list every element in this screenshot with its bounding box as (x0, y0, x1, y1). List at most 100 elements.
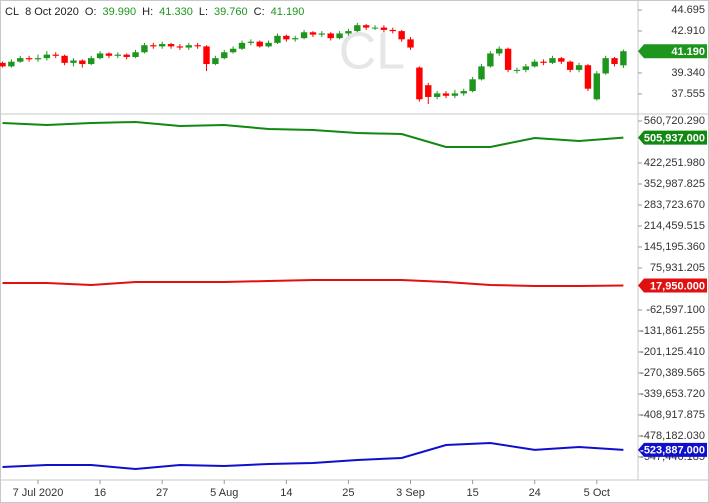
y-tick-label: 37.555 (671, 88, 705, 100)
y-tick-label: -408,917.875 (640, 409, 705, 421)
field-label: O: (85, 6, 97, 18)
candle-body (176, 46, 184, 48)
candle-body (141, 45, 148, 53)
candle-body (221, 52, 228, 59)
y-tick-label: 75,931.205 (650, 262, 705, 274)
candle-body (566, 61, 574, 70)
field-label: C: (254, 6, 265, 18)
date: 8 Oct 2020 (25, 6, 79, 18)
x-tick-label: 14 (280, 487, 292, 499)
x-tick-label: 27 (156, 487, 168, 499)
y-tick-label: 42.910 (671, 25, 705, 37)
last-price-label-shape (638, 44, 707, 59)
candle-body (17, 58, 24, 62)
y-tick-label: -62,597.100 (646, 304, 705, 316)
last-value-label-shape (638, 278, 707, 293)
candle-body (327, 33, 334, 39)
y-tick-label: 422,251.980 (644, 157, 705, 169)
candle-body (593, 73, 600, 100)
candle-body (274, 35, 281, 43)
candle-body (611, 58, 618, 65)
candle-body (380, 27, 388, 30)
candle-body (61, 55, 68, 63)
candle-body (451, 93, 459, 96)
candle-body (150, 45, 157, 47)
x-tick-label: 5 Oct (584, 487, 610, 499)
candle-body (114, 54, 122, 56)
candle-body (425, 85, 432, 97)
x-tick-label: 16 (94, 487, 106, 499)
candle-body (487, 53, 494, 67)
candle-body (371, 27, 379, 29)
candle-body (620, 51, 627, 66)
last-value-label-shape (638, 130, 707, 145)
y-tick-label: 352,987.825 (644, 178, 705, 190)
candle-body (469, 79, 476, 92)
y-tick-label: 560,720.290 (644, 115, 705, 127)
field-label: L: (199, 6, 208, 18)
candle-body (309, 32, 317, 35)
candle-body (575, 65, 583, 70)
field-label: H: (142, 6, 153, 18)
y-tick-label: 44.695 (671, 4, 705, 16)
y-tick-label: -131,861.255 (640, 325, 705, 337)
candle-body (558, 58, 565, 62)
candle-body (504, 48, 512, 70)
candle-body (79, 60, 86, 65)
x-tick-label: 25 (342, 487, 354, 499)
x-tick-label: 24 (529, 487, 541, 499)
x-tick-label: 3 Sep (396, 487, 425, 499)
candle-body (362, 25, 370, 28)
last-value-label: 17,950.000 (650, 280, 705, 292)
x-tick-label: 5 Aug (210, 487, 238, 499)
candle-body (25, 58, 33, 60)
candle-body (336, 33, 343, 39)
field-value: 39.990 (103, 6, 137, 18)
candle-body (531, 61, 538, 67)
candle-body (318, 33, 326, 35)
last-price-label: 41.190 (671, 46, 705, 58)
series-line (2, 121, 624, 148)
candle-body (442, 93, 450, 96)
candle-body (433, 93, 441, 97)
candle-body (389, 29, 396, 32)
candle-body (70, 60, 77, 63)
candle-body (602, 58, 609, 74)
field-value: 41.330 (159, 6, 193, 18)
candle-body (584, 65, 592, 89)
series-line (2, 278, 624, 288)
candle-body (8, 61, 15, 67)
symbol: CL (5, 6, 19, 18)
y-tick-label: 283,723.670 (644, 199, 705, 211)
candle-body (549, 58, 556, 63)
candle-body (123, 54, 130, 57)
candle-body (229, 48, 237, 53)
candle-body (540, 61, 547, 63)
candle-body (256, 41, 263, 47)
y-tick-label: -478,182.030 (640, 430, 705, 442)
series-line (2, 441, 624, 471)
candle-body (522, 66, 530, 70)
candle-body (167, 44, 175, 47)
x-tick-label: 7 Jul 2020 (13, 487, 64, 499)
candle-body (132, 52, 139, 57)
candle-body (345, 31, 352, 34)
candle-body (212, 58, 219, 65)
candle-body (185, 45, 192, 48)
candle-body (354, 25, 361, 32)
candle-body (158, 44, 166, 47)
candle-body (416, 67, 423, 100)
candle-body (496, 48, 503, 54)
candle-body (52, 54, 59, 56)
candle-body (478, 66, 485, 80)
header: CL 8 Oct 2020 O: 39.990 H: 41.330 L: 39.760 C: 41… (5, 6, 304, 18)
candle-body (238, 42, 246, 49)
y-tick-label: -270,389.565 (640, 367, 705, 379)
candle-body (407, 39, 414, 48)
field-value: 41.190 (271, 6, 305, 18)
x-tick-label: 15 (466, 487, 478, 499)
candle-body (194, 45, 201, 47)
candle-body (513, 69, 521, 71)
last-value-label: 505,937.000 (644, 133, 705, 145)
